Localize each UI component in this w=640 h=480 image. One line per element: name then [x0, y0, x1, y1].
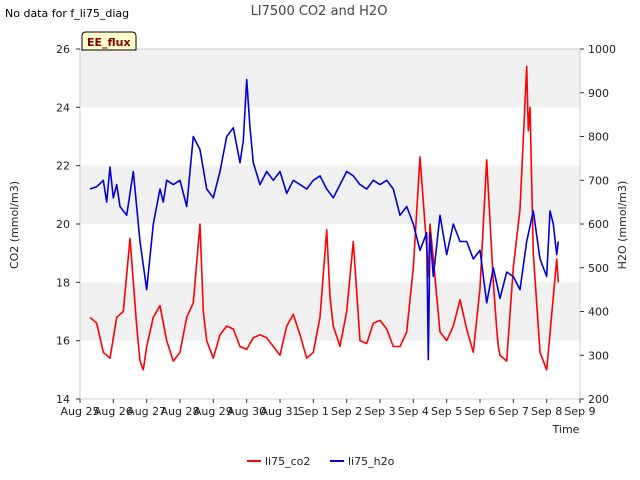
legend: li75_co2 li75_h2o — [247, 455, 395, 468]
y-tick-label: 22 — [56, 160, 70, 173]
y2-tick-label: 300 — [588, 349, 609, 362]
x-tick-label: Sep 9 — [564, 405, 595, 418]
y2-tick-label: 900 — [588, 87, 609, 100]
y-tick-label: 26 — [56, 43, 70, 56]
x-tick-label: Sep 3 — [364, 405, 395, 418]
y-axis-right: 200 300 400 500 600 700 800 900 1000 — [580, 43, 616, 406]
series-line-li75_h2o — [89, 78, 560, 361]
x-tick-label: Sep 7 — [498, 405, 529, 418]
y-tick-label: 14 — [56, 393, 70, 406]
band-1 — [80, 165, 580, 224]
series-layer — [89, 65, 560, 371]
y2-tick-label: 500 — [588, 262, 609, 275]
badge-label: EE_flux — [87, 36, 131, 49]
y2-tick-label: 200 — [588, 393, 609, 406]
x-tick-label: Aug 27 — [127, 405, 166, 418]
x-tick-label: Aug 26 — [94, 405, 133, 418]
band-2 — [80, 49, 580, 108]
ee-flux-badge: EE_flux — [81, 31, 137, 51]
series-line-li75_co2 — [89, 65, 560, 371]
y2-axis-label: H2O (mmol/m3) — [616, 181, 629, 270]
y2-tick-label: 400 — [588, 306, 609, 319]
y-axis-left: 14 16 18 20 22 24 26 — [56, 43, 80, 406]
x-tick-label: Aug 29 — [194, 405, 233, 418]
x-tick-label: Aug 30 — [227, 405, 266, 418]
y-tick-label: 16 — [56, 335, 70, 348]
x-tick-label: Sep 8 — [531, 405, 562, 418]
y2-tick-label: 600 — [588, 218, 609, 231]
legend-label-h2o: li75_h2o — [348, 455, 395, 468]
x-tick-label: Sep 5 — [431, 405, 462, 418]
y-axis-label: CO2 (mmol/m3) — [8, 181, 21, 269]
y-tick-label: 18 — [56, 276, 70, 289]
chart-title: LI7500 CO2 and H2O — [251, 4, 388, 19]
y2-tick-label: 700 — [588, 174, 609, 187]
x-tick-label: Sep 4 — [398, 405, 429, 418]
y-tick-label: 20 — [56, 218, 70, 231]
y-tick-label: 24 — [56, 101, 70, 114]
x-tick-label: Aug 31 — [261, 405, 300, 418]
badge-background — [81, 31, 137, 51]
x-tick-label: Sep 2 — [331, 405, 362, 418]
x-tick-label: Aug 28 — [161, 405, 200, 418]
x-axis-label: Time — [552, 423, 580, 436]
legend-label-co2: li75_co2 — [265, 455, 310, 468]
y2-tick-label: 800 — [588, 131, 609, 144]
no-data-note: No data for f_li75_diag — [5, 7, 129, 20]
x-tick-label: Sep 6 — [464, 405, 495, 418]
x-tick-label: Aug 25 — [61, 405, 100, 418]
x-tick-label: Sep 1 — [298, 405, 329, 418]
y2-tick-label: 1000 — [588, 43, 616, 56]
